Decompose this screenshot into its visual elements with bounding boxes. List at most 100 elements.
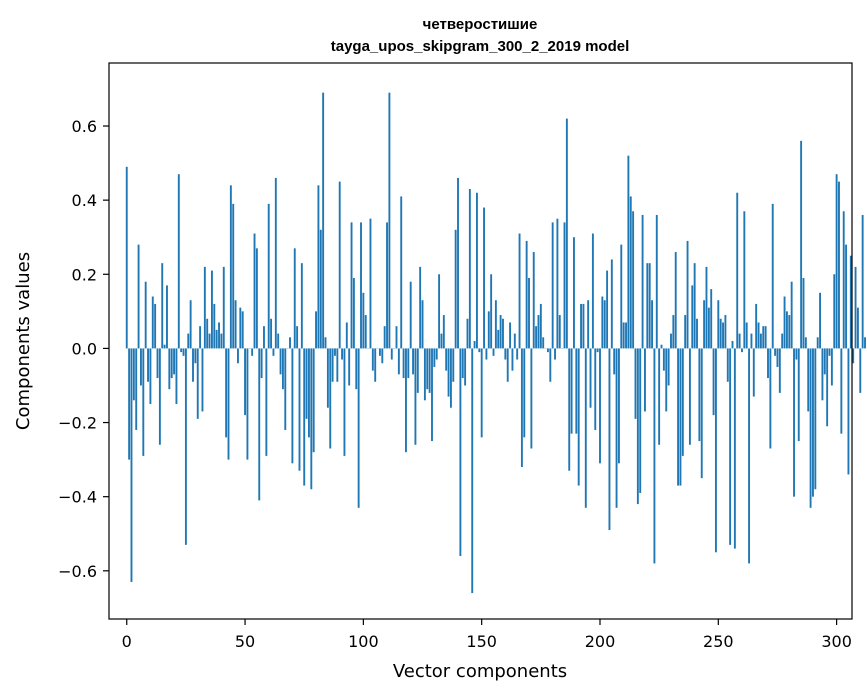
bar-292	[816, 337, 819, 349]
bar-199	[596, 348, 599, 353]
bar-180	[551, 222, 554, 349]
bar-58	[263, 326, 265, 349]
bar-169	[525, 240, 528, 349]
chart-subtitle: tayga_upos_skipgram_300_2_2019 model	[331, 38, 630, 55]
bar-193	[582, 303, 585, 349]
bar-194	[584, 348, 587, 508]
bar-49	[241, 311, 244, 349]
bar-10	[149, 348, 152, 405]
bar-185	[563, 222, 566, 349]
bar-82	[319, 229, 322, 349]
bar-110	[386, 222, 388, 349]
bar-279	[785, 311, 788, 349]
bars-group	[125, 92, 866, 594]
bar-90	[338, 181, 341, 349]
bar-123	[416, 348, 419, 393]
bar-160	[504, 348, 507, 360]
x-axis-label: Vector components	[393, 661, 567, 682]
bar-153	[487, 311, 490, 349]
bar-217	[639, 348, 642, 493]
bar-4	[135, 348, 138, 430]
bar-257	[733, 348, 736, 549]
bar-165	[516, 348, 519, 360]
bar-166	[518, 233, 521, 349]
bar-289	[809, 348, 812, 508]
bar-101	[364, 315, 367, 349]
bar-223	[653, 348, 656, 564]
bar-299	[833, 274, 836, 349]
bar-79	[312, 348, 315, 453]
bar-115	[397, 348, 400, 375]
bar-248	[712, 348, 715, 416]
bar-112	[390, 348, 393, 360]
bar-229	[667, 348, 670, 386]
bar-263	[748, 348, 751, 564]
bar-250	[717, 300, 720, 349]
bar-258	[736, 192, 739, 349]
bar-50	[244, 348, 246, 416]
bar-86	[329, 348, 332, 449]
bar-211	[625, 322, 627, 349]
bar-290	[812, 348, 814, 497]
bar-104	[371, 348, 374, 371]
bar-208	[617, 348, 620, 464]
y-tick-label: 0.2	[72, 265, 97, 284]
bar-265	[752, 348, 755, 397]
bar-259	[738, 333, 741, 349]
bar-173	[535, 326, 538, 349]
bar-114	[395, 326, 398, 349]
bar-92	[343, 348, 346, 456]
bar-183	[558, 315, 561, 349]
bar-271	[767, 348, 769, 379]
bar-298	[830, 348, 833, 386]
bar-181	[554, 348, 556, 360]
y-tick-label: 0.0	[72, 339, 97, 358]
bar-31	[199, 326, 202, 349]
bar-145	[468, 189, 471, 349]
bar-192	[580, 303, 583, 349]
bar-2	[130, 348, 133, 582]
bar-272	[769, 348, 772, 449]
bar-131	[435, 348, 438, 360]
bar-245	[705, 266, 708, 349]
bar-200	[599, 348, 601, 464]
bar-301	[838, 181, 840, 349]
bar-78	[310, 348, 313, 490]
bar-190	[575, 348, 578, 434]
bar-224	[655, 214, 658, 349]
bar-202	[603, 300, 606, 349]
bar-191	[577, 348, 580, 486]
bar-170	[528, 277, 530, 349]
bar-288	[807, 348, 810, 412]
x-tick-label: 250	[703, 632, 734, 651]
bar-140	[457, 177, 459, 349]
bar-253	[724, 315, 727, 349]
x-tick-label: 100	[348, 632, 379, 651]
bar-132	[438, 274, 441, 349]
bar-146	[471, 348, 474, 594]
bar-296	[826, 348, 829, 427]
bar-309	[856, 307, 859, 349]
bar-235	[681, 348, 684, 456]
x-tick-label: 50	[235, 632, 255, 651]
bar-182	[556, 218, 559, 349]
bar-295	[823, 348, 826, 375]
bar-291	[814, 348, 817, 490]
bar-204	[608, 348, 611, 531]
bar-66	[281, 348, 284, 390]
bar-94	[348, 348, 351, 386]
bar-163	[511, 348, 514, 371]
bar-246	[707, 307, 710, 349]
bar-34	[206, 318, 209, 349]
x-axis-ticks: 0 50 100 150 200 250 300	[122, 619, 852, 651]
bar-256	[731, 341, 734, 349]
bar-11	[151, 296, 154, 349]
bar-230	[670, 333, 672, 349]
bar-261	[743, 211, 746, 349]
bar-275	[776, 348, 779, 367]
bar-33	[203, 266, 206, 349]
bar-252	[722, 322, 724, 349]
bar-44	[229, 185, 232, 349]
bar-28	[192, 348, 194, 382]
